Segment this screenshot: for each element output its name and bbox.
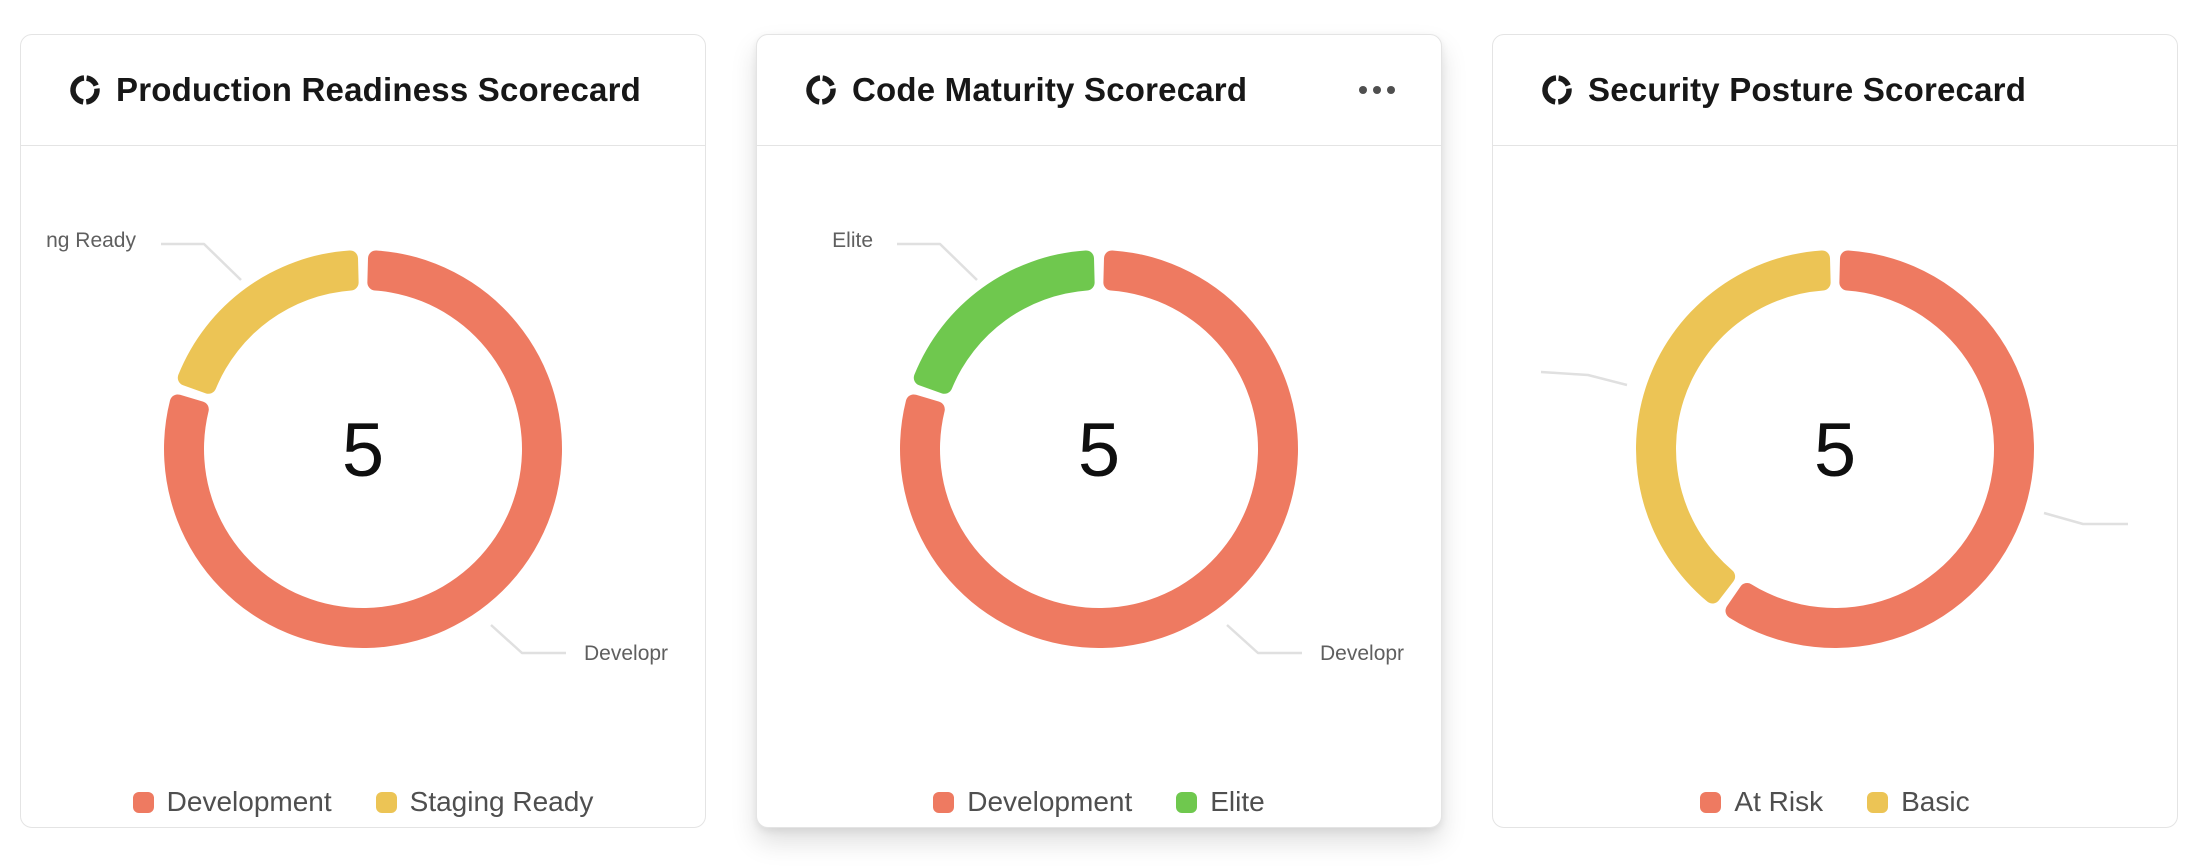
dashed-circle-icon — [69, 74, 101, 106]
ellipsis-dot — [1359, 86, 1367, 94]
callout-line-development — [490, 624, 566, 655]
callout-label-elite: Elite — [832, 229, 873, 252]
dashed-circle-icon — [1541, 74, 1573, 106]
donut-segment-at-risk[interactable] — [1725, 250, 2034, 648]
donut-center-value: 5 — [1078, 408, 1120, 493]
donut-chart: ng Ready Developr 5 — [46, 229, 668, 665]
callout-line-at-risk — [2043, 511, 2128, 526]
card-header: Security Posture Scorecard — [1493, 35, 2177, 146]
donut-chart: Elite Developr 5 — [832, 229, 1404, 665]
donut-segment-basic[interactable] — [1636, 250, 1831, 604]
card-header: Production Readiness Scorecard — [21, 35, 705, 146]
legend-swatch — [933, 791, 955, 813]
callout-label-staging-ready: ng Ready — [46, 229, 136, 252]
security-posture-card: Security Posture Scorecard 5 At Risk Bas… — [1492, 34, 2178, 828]
legend-item-basic[interactable]: Basic — [1867, 786, 1970, 818]
chart-legend: At Risk Basic — [1493, 786, 2177, 827]
card-header: Code Maturity Scorecard — [757, 35, 1441, 146]
legend-label: Elite — [1210, 786, 1265, 817]
legend-label: At Risk — [1734, 786, 1824, 817]
card-title: Security Posture Scorecard — [1588, 71, 2027, 108]
donut-chart: 5 — [1540, 250, 2128, 648]
callout-line-development — [1226, 624, 1302, 655]
legend-swatch — [1176, 791, 1198, 813]
donut-segment-staging-ready[interactable] — [177, 250, 359, 394]
callout-line-elite — [897, 242, 978, 281]
production-readiness-card: Production Readiness Scorecard ng Ready D… — [20, 34, 706, 828]
legend-item-at-risk[interactable]: At Risk — [1700, 786, 1823, 818]
callout-label-development: Developr — [584, 642, 668, 665]
legend-item-development[interactable]: Development — [132, 786, 332, 818]
ellipsis-dot — [1373, 86, 1381, 94]
card-title: Production Readiness Scorecard — [116, 71, 641, 108]
ellipsis-dot — [1387, 86, 1395, 94]
card-title: Code Maturity Scorecard — [852, 71, 1248, 108]
legend-swatch — [132, 791, 154, 813]
dashed-circle-icon — [805, 74, 837, 106]
callout-label-development: Developr — [1320, 642, 1404, 665]
legend-label: Staging Ready — [409, 786, 594, 817]
donut-segment-elite[interactable] — [913, 250, 1095, 394]
ellipsis-menu-button[interactable] — [1353, 76, 1401, 104]
legend-label: Development — [967, 786, 1133, 817]
callout-line-staging-ready — [161, 242, 242, 281]
legend-item-elite[interactable]: Elite — [1176, 786, 1265, 818]
legend-item-development[interactable]: Development — [933, 786, 1132, 818]
legend-swatch — [1867, 791, 1889, 813]
legend-item-staging-ready[interactable]: Staging Ready — [375, 786, 594, 818]
legend-swatch — [375, 791, 397, 813]
legend-swatch — [1700, 791, 1722, 813]
chart-legend: Development Elite — [757, 786, 1441, 827]
donut-center-value: 5 — [342, 408, 384, 493]
callout-line-basic — [1540, 370, 1628, 387]
legend-label: Basic — [1901, 786, 1970, 817]
chart-legend: Development Staging Ready — [21, 786, 705, 827]
scorecards-dashboard: Production Readiness Scorecard ng Ready D… — [20, 34, 2178, 828]
code-maturity-card: Code Maturity Scorecard Elite Developr 5 D… — [756, 34, 1442, 828]
donut-center-value: 5 — [1814, 408, 1856, 493]
legend-label: Development — [166, 786, 332, 817]
